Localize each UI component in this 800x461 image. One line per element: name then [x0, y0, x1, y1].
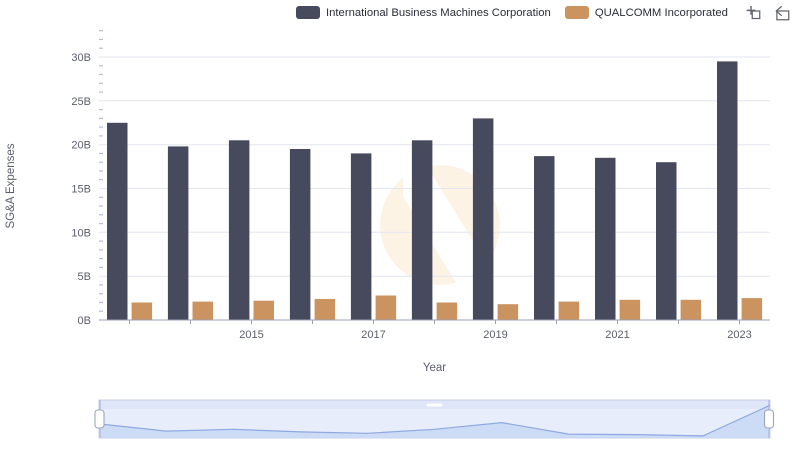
svg-text:2021: 2021 [605, 329, 629, 341]
svg-text:25B: 25B [71, 96, 91, 108]
svg-text:0B: 0B [78, 315, 91, 327]
svg-text:2019: 2019 [483, 329, 507, 341]
svg-text:20B: 20B [71, 140, 91, 152]
svg-text:2017: 2017 [361, 329, 385, 341]
svg-text:2023: 2023 [727, 329, 751, 341]
svg-text:10B: 10B [71, 227, 91, 239]
svg-text:2015: 2015 [239, 329, 263, 341]
svg-text:30B: 30B [71, 52, 91, 64]
svg-text:5B: 5B [78, 271, 91, 283]
svg-text:15B: 15B [71, 184, 91, 196]
